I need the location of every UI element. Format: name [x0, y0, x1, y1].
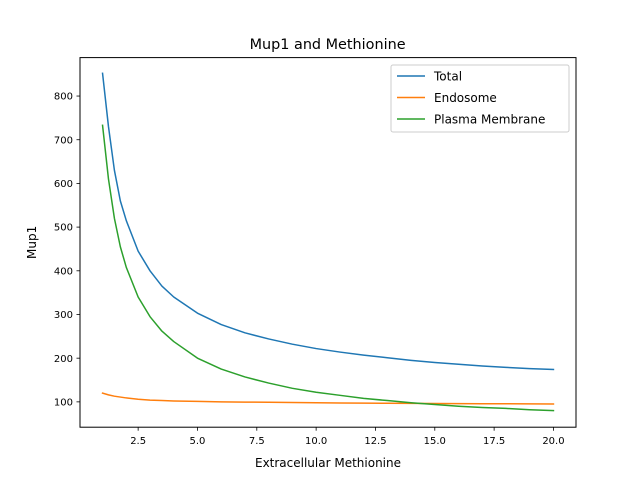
x-tick-label: 10.0 [305, 436, 327, 447]
y-tick-label: 800 [54, 92, 73, 103]
x-tick-label: 20.0 [542, 436, 564, 447]
y-tick-label: 100 [54, 397, 73, 408]
x-axis-label: Extracellular Methionine [255, 456, 401, 470]
x-tick-label: 12.5 [364, 436, 386, 447]
legend: Total Endosome Plasma Membrane [390, 64, 570, 133]
axes-frame [79, 57, 577, 428]
series-line-endosome [101, 392, 555, 405]
legend-label-total: Total [433, 70, 462, 84]
legend-label-endosome: Endosome [434, 91, 497, 105]
x-axis-ticks: 2.5 5.0 7.5 10.0 12.5 15.0 17.5 20.0 [130, 427, 565, 447]
legend-label-plasma-membrane: Plasma Membrane [434, 113, 545, 127]
chart-title: Mup1 and Methionine [250, 37, 406, 53]
legend-box [390, 64, 570, 133]
series-line-plasma-membrane [101, 124, 555, 412]
y-axis-label: Mup1 [25, 226, 39, 259]
x-tick-label: 17.5 [483, 436, 505, 447]
y-axis-ticks: 100 200 300 400 500 600 700 800 [54, 92, 80, 408]
series-line-total [101, 72, 555, 371]
y-tick-label: 700 [54, 135, 73, 146]
y-tick-label: 400 [54, 266, 73, 277]
plot-area [79, 57, 577, 428]
x-tick-label: 15.0 [424, 436, 446, 447]
y-tick-label: 200 [54, 354, 73, 365]
y-tick-label: 300 [54, 310, 73, 321]
y-tick-label: 600 [54, 179, 73, 190]
series-layer [101, 72, 555, 412]
x-tick-label: 5.0 [190, 436, 206, 447]
x-tick-label: 2.5 [130, 436, 146, 447]
y-tick-label: 500 [54, 223, 73, 234]
x-tick-label: 7.5 [249, 436, 265, 447]
